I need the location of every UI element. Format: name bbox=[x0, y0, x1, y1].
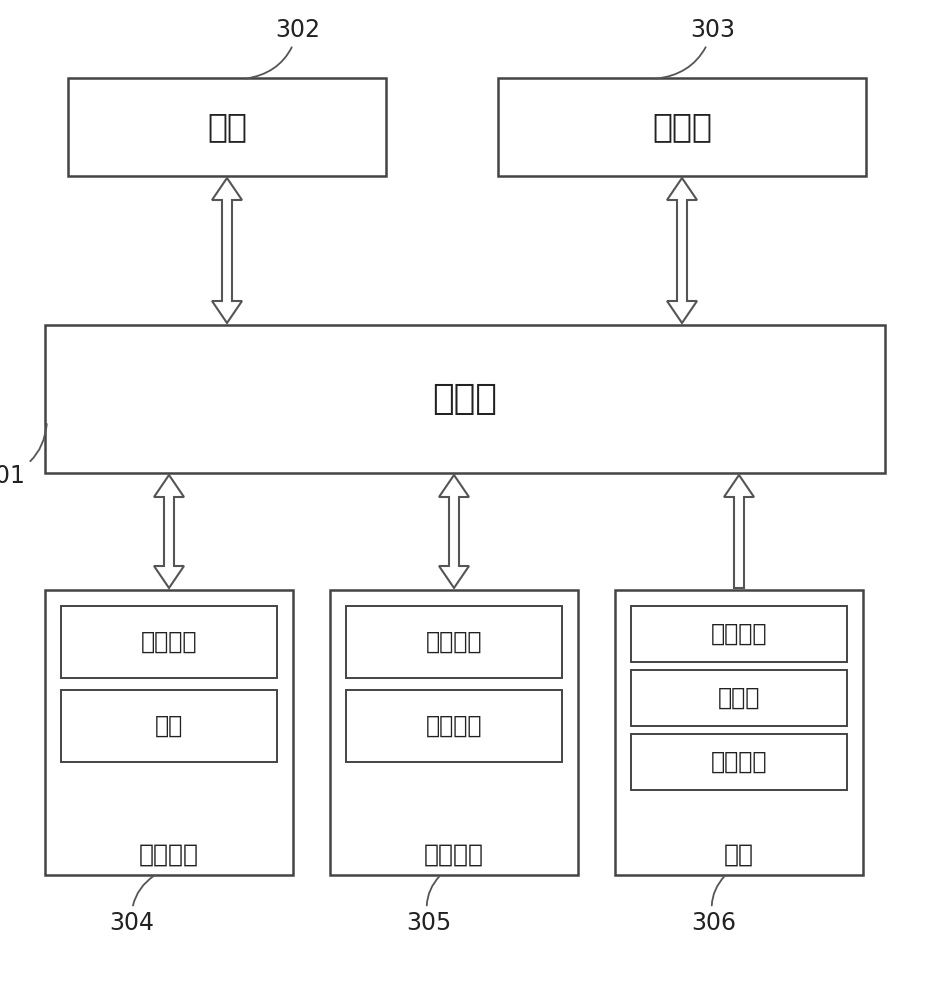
Bar bbox=[631, 670, 847, 726]
Text: 有线通信: 有线通信 bbox=[424, 843, 484, 867]
Text: 电压转换: 电压转换 bbox=[711, 622, 767, 646]
Bar bbox=[615, 590, 863, 875]
Text: 存储: 存储 bbox=[207, 110, 247, 143]
Bar bbox=[61, 606, 277, 678]
Text: 电源: 电源 bbox=[724, 843, 754, 867]
Bar bbox=[45, 590, 293, 875]
Polygon shape bbox=[724, 475, 754, 588]
Text: 无线通信: 无线通信 bbox=[139, 843, 199, 867]
Polygon shape bbox=[667, 178, 697, 323]
Bar bbox=[498, 78, 866, 176]
Text: 通信芯片: 通信芯片 bbox=[141, 630, 197, 654]
Text: 电池充电: 电池充电 bbox=[711, 750, 767, 774]
Text: 通信芯片: 通信芯片 bbox=[425, 630, 482, 654]
Text: 304: 304 bbox=[109, 876, 154, 935]
Text: 通信接口: 通信接口 bbox=[425, 714, 482, 738]
Bar bbox=[631, 606, 847, 662]
Text: 计时器: 计时器 bbox=[652, 110, 712, 143]
Text: 处理器: 处理器 bbox=[433, 382, 497, 416]
Text: 电　池: 电 池 bbox=[717, 686, 760, 710]
Text: 302: 302 bbox=[245, 18, 320, 79]
Polygon shape bbox=[439, 475, 469, 588]
Polygon shape bbox=[212, 178, 242, 323]
Text: 303: 303 bbox=[655, 18, 735, 79]
Text: 305: 305 bbox=[407, 876, 452, 935]
Polygon shape bbox=[154, 475, 184, 588]
Bar bbox=[330, 590, 578, 875]
Bar bbox=[68, 78, 386, 176]
Bar bbox=[45, 325, 885, 473]
Text: 天线: 天线 bbox=[155, 714, 183, 738]
Bar bbox=[631, 734, 847, 790]
Text: 306: 306 bbox=[691, 876, 737, 935]
Bar bbox=[346, 690, 562, 762]
Text: 301: 301 bbox=[0, 424, 47, 488]
Bar bbox=[346, 606, 562, 678]
Bar bbox=[61, 690, 277, 762]
